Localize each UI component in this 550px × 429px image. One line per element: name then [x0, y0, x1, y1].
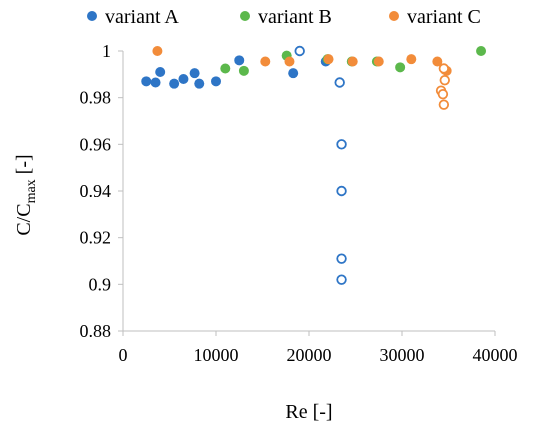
point-variant-c	[260, 56, 271, 67]
axes: 0.88 0.9 0.92 0.94 0.96 0.98 1 0 10000 20000 30000…	[80, 41, 518, 365]
point-variant-a	[155, 67, 166, 77]
point-variant-a	[189, 68, 200, 79]
y-tick-label: 0.88	[80, 321, 112, 341]
point-variant-c	[432, 56, 443, 67]
hollow-point-variant-a	[336, 185, 347, 197]
legend-label-variant-a: variant A	[105, 6, 179, 28]
point-variant-c	[152, 46, 163, 56]
y-tick-label: 0.98	[80, 88, 112, 108]
point-variant-c	[284, 56, 295, 67]
y-tick-label: 0.94	[80, 181, 112, 201]
point-variant-b	[395, 62, 406, 73]
legend-marker-variant-b	[240, 11, 250, 21]
x-tick-label: 20000	[287, 345, 332, 365]
hollow-point-variant-a	[336, 274, 347, 285]
legend-marker-variant-a	[87, 11, 97, 21]
y-tick-label: 0.9	[89, 274, 112, 294]
point-variant-a	[169, 78, 180, 89]
x-tick-label: 0	[119, 345, 128, 365]
legend-label-variant-c: variant C	[407, 6, 481, 28]
y-tick-label: 0.92	[80, 228, 112, 248]
hollow-point-variant-a	[334, 77, 345, 88]
point-variant-b	[238, 65, 249, 76]
y-axis-label: C/Cmax [-]	[13, 154, 39, 235]
y-tick-label: 0.96	[80, 134, 112, 154]
point-variant-c	[323, 54, 334, 65]
hollow-point-variant-a	[294, 45, 305, 57]
legend-marker-variant-c	[389, 11, 399, 21]
x-tick-label: 30000	[380, 345, 425, 365]
x-tick-label: 10000	[194, 345, 239, 365]
x-tick-label: 40000	[473, 345, 518, 365]
point-variant-c	[347, 56, 358, 67]
point-variant-a	[211, 76, 221, 87]
point-variant-b	[476, 46, 487, 56]
point-variant-c	[406, 54, 417, 65]
point-variant-a	[141, 76, 152, 87]
y-tick-label: 1	[102, 41, 111, 61]
point-variant-a	[178, 74, 189, 84]
point-variant-b	[220, 63, 231, 74]
x-axis-label: Re [-]	[285, 401, 332, 423]
hollow-point-variant-a	[336, 139, 347, 150]
data-points	[141, 45, 487, 285]
point-variant-a	[288, 68, 299, 79]
legend-label-variant-b: variant B	[258, 6, 332, 28]
point-variant-a	[194, 78, 205, 89]
hollow-point-variant-c	[439, 74, 450, 86]
hollow-point-variant-a	[336, 253, 347, 264]
hollow-point-variant-c	[438, 63, 450, 74]
point-variant-c	[373, 56, 384, 67]
legend: variant A variant B variant C	[87, 6, 481, 28]
point-variant-a	[150, 77, 161, 88]
hollow-point-variant-c	[437, 88, 449, 100]
point-variant-a	[234, 55, 245, 66]
hollow-point-variant-c	[438, 99, 450, 110]
